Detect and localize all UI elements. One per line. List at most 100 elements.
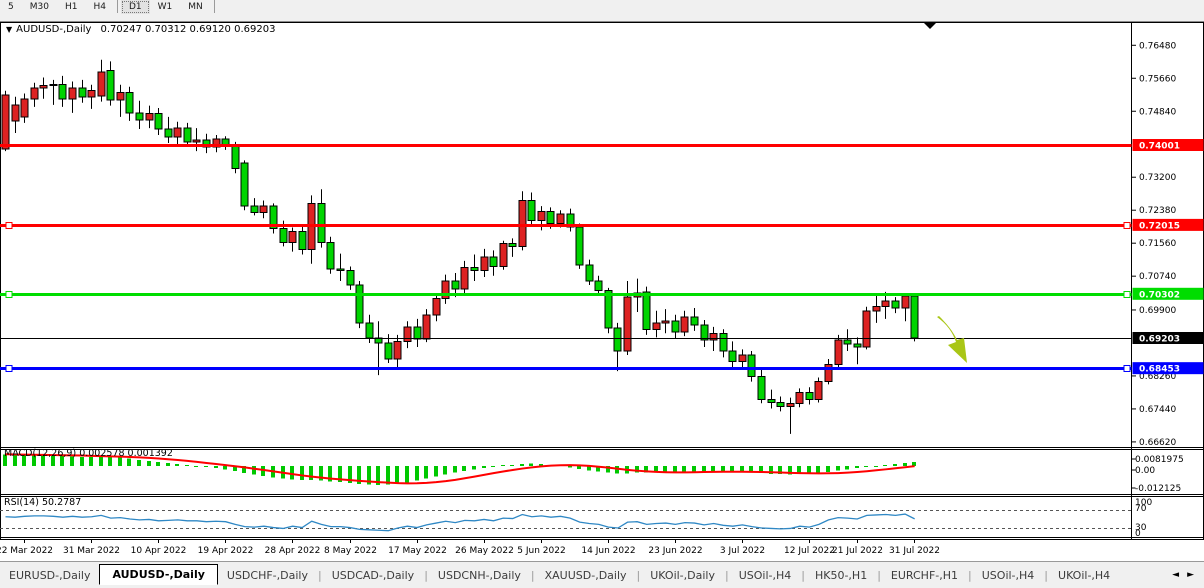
timeframe-button-W1[interactable]: W1 [157,2,173,12]
candle [728,341,737,368]
candle [671,314,680,339]
date-label: 5 Jun 2022 [517,546,565,556]
price-axis-label: 0.76480 [1139,41,1176,51]
candle [872,293,881,323]
candle [470,254,479,282]
price-axis: 0.76480 0.75660 0.74840 0.73200 0.72380 0.715… [1131,41,1204,448]
candle [173,121,182,146]
tab-scroll-right-icon[interactable]: ► [1187,570,1194,580]
candle [87,84,96,109]
candle [623,281,632,356]
chart-symbol-label: AUDUSD-,Daily [16,24,92,35]
candle [432,293,441,322]
tab-eurusd-daily[interactable]: EURUSD-,Daily [9,568,91,582]
candle [183,122,192,148]
date-label: 23 Jun 2022 [648,546,702,556]
candle [738,349,747,370]
candle [135,100,144,129]
tab-divider: | [424,568,428,582]
timeframe-button-H4[interactable]: H4 [93,2,106,12]
candle [480,248,489,277]
candle [154,108,163,135]
line-handle[interactable] [5,222,13,229]
tab-eurchf-h1[interactable]: EURCHF-,H1 [890,568,959,582]
date-label: 12 Jul 2022 [784,546,835,556]
symbol-dropdown-caret-icon[interactable]: ▼ [6,25,13,34]
candle [700,320,709,347]
tab-divider: | [801,568,805,582]
tab-divider: | [968,568,972,582]
tab-divider: | [877,568,881,582]
candle [1,90,10,152]
candle [757,368,766,404]
line-handle[interactable] [1123,222,1131,229]
tab-usdcad-daily[interactable]: USDCAD-,Daily [331,568,415,582]
candle [594,275,603,295]
tab-ukoil-h4[interactable]: UKOil-,H4 [1058,568,1111,582]
tab-ukoil-daily[interactable]: UKOil-,Daily [650,568,715,582]
macd-name: MACD(12,26,9) [4,448,77,459]
timeframe-button-D1[interactable]: D1 [120,0,150,14]
tab-scroll-left-icon[interactable]: ◄ [1172,570,1180,580]
price-line-badge-0.74001: 0.74001 [1132,139,1204,152]
candle [269,203,278,234]
tab-audusd-daily[interactable]: AUDUSD-,Daily [99,564,218,585]
date-label: 28 Apr 2022 [265,546,321,556]
price-axis-label: 0.66620 [1139,438,1176,448]
hline-0.68453[interactable] [0,365,1132,372]
toolbar-divider [213,0,215,13]
hline-0.70302[interactable] [0,291,1132,298]
tab-usdcnh-daily[interactable]: USDCNH-,Daily [437,568,521,582]
candle [78,79,87,103]
symbol-tab-bar: EURUSD-,Daily AUDUSD-,Daily USDCHF-,Daily |… [0,561,1204,588]
line-handle[interactable] [1123,291,1131,298]
candle [202,133,211,154]
candle [346,266,355,290]
candle [11,96,20,133]
rsi-axis-label: 100 [1135,498,1152,508]
price-axis-label: 0.75660 [1139,74,1176,84]
down-arrow-annotation[interactable] [937,316,967,363]
svg-text:0.72015: 0.72015 [1139,221,1180,231]
candle [862,306,871,350]
candle [403,321,412,349]
date-label: 10 Apr 2022 [131,546,187,556]
hline-0.72015[interactable] [0,222,1132,229]
candle [652,310,661,338]
date-label: 21 Jul 2022 [832,546,883,556]
candle [680,310,689,337]
tab-xauusd-daily[interactable]: XAUUSD-,Daily [544,568,627,582]
tab-usoil-h4[interactable]: USOil-,H4 [981,568,1035,582]
candle [747,350,756,382]
price-line-badge-0.69203: 0.69203 [1132,332,1204,345]
line-handle[interactable] [1123,365,1131,372]
price-line-badge-0.70302: 0.70302 [1132,287,1204,300]
candle [814,377,823,403]
line-handle[interactable] [5,365,13,372]
macd-axis-label: 0.0081975 [1135,455,1184,465]
tab-hk50-h1[interactable]: HK50-,H1 [814,568,868,582]
svg-text:0.68453: 0.68453 [1139,365,1180,375]
timeframe-button-M30[interactable]: M30 [29,2,49,12]
price-axis-label: 0.71560 [1139,239,1176,249]
candle [212,134,221,153]
candle [518,191,527,251]
date-label: 17 May 2022 [388,546,447,556]
candle [58,75,67,107]
line-handle[interactable] [5,291,13,298]
candle [164,116,173,144]
rsi-axis-label: 0 [1135,529,1141,539]
timeframe-button-5[interactable]: 5 [8,2,14,12]
candle [881,291,890,319]
timeframe-button-MN[interactable]: MN [188,2,203,12]
tab-usoil-h4[interactable]: USOil-,H4 [738,568,792,582]
date-label: 22 Mar 2022 [0,546,53,556]
candle [613,322,622,372]
candle [719,329,728,358]
timeframe-button-H1[interactable]: H1 [64,2,78,12]
tab-usdchf-daily[interactable]: USDCHF-,Daily [226,568,308,582]
date-axis: 22 Mar 2022 31 Mar 2022 10 Apr 2022 19 Apr … [0,539,940,556]
